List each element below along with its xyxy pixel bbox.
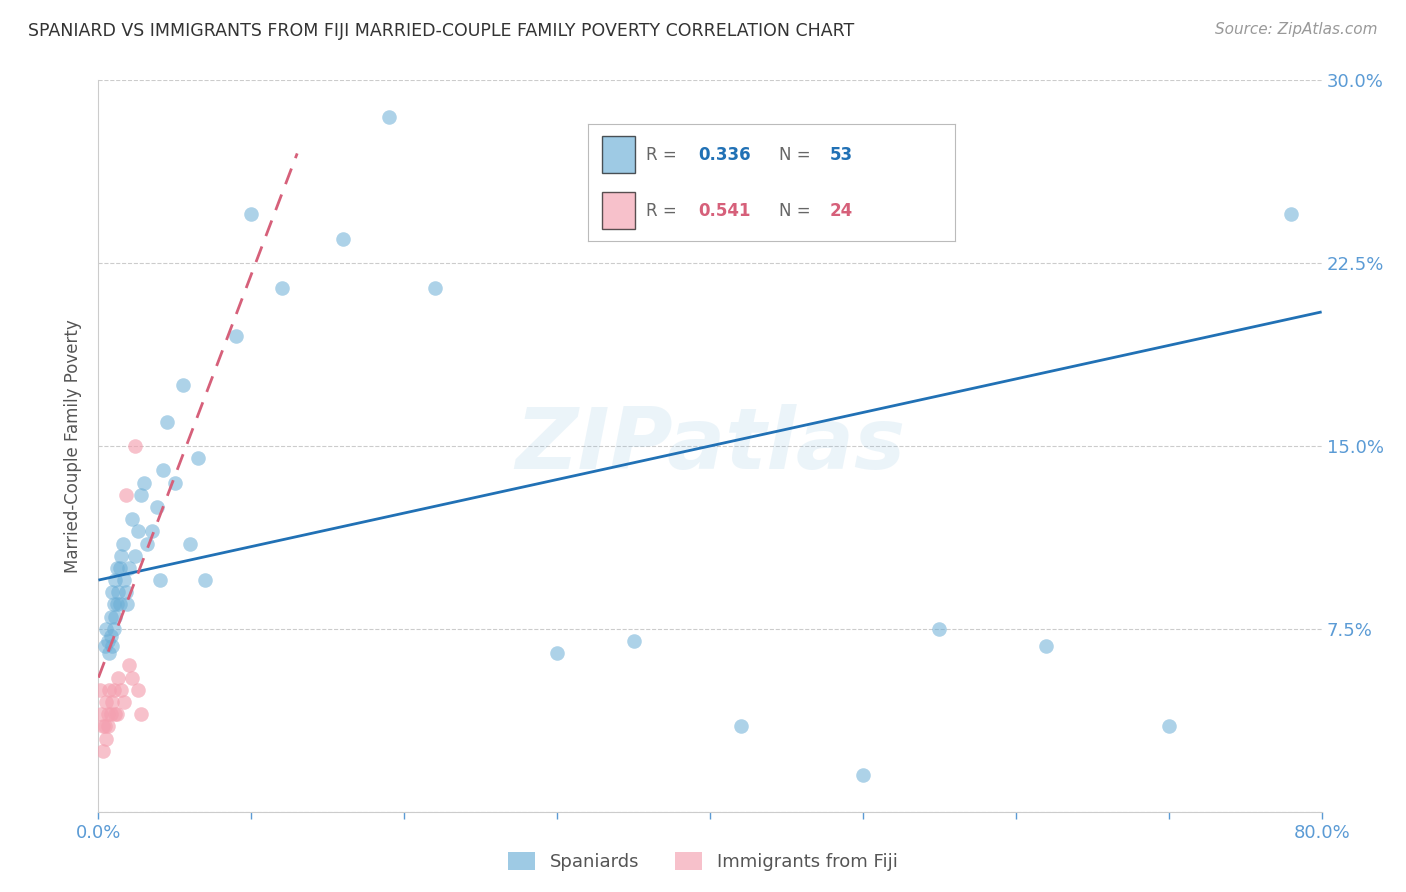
Point: [118, 658, 141, 673]
Point: [103, 682, 125, 697]
Point: [145, 500, 167, 514]
Point: [124, 549, 146, 563]
Point: [101, 639, 124, 653]
Point: [97, 707, 120, 722]
Text: 0.336: 0.336: [697, 145, 751, 163]
Text: 53: 53: [830, 145, 853, 163]
Point: [115, 585, 138, 599]
Point: [90, 707, 112, 722]
Text: Source: ZipAtlas.com: Source: ZipAtlas.com: [1215, 22, 1378, 37]
Point: [101, 695, 124, 709]
Point: [111, 536, 134, 550]
Point: [127, 524, 149, 539]
Point: [928, 622, 950, 636]
Point: [152, 463, 174, 477]
Point: [101, 585, 124, 599]
Point: [623, 634, 645, 648]
Point: [187, 451, 209, 466]
Point: [94, 731, 117, 746]
Text: SPANIARD VS IMMIGRANTS FROM FIJI MARRIED-COUPLE FAMILY POVERTY CORRELATION CHART: SPANIARD VS IMMIGRANTS FROM FIJI MARRIED…: [28, 22, 855, 40]
Point: [852, 768, 875, 782]
Text: N =: N =: [779, 145, 815, 163]
Text: N =: N =: [779, 202, 815, 219]
Point: [97, 719, 120, 733]
Point: [423, 280, 446, 294]
Point: [156, 415, 179, 429]
Point: [179, 536, 201, 550]
FancyBboxPatch shape: [602, 192, 636, 229]
Point: [225, 329, 247, 343]
Point: [97, 634, 120, 648]
Y-axis label: Married-Couple Family Poverty: Married-Couple Family Poverty: [65, 319, 83, 573]
Point: [136, 536, 159, 550]
Point: [172, 378, 194, 392]
Point: [134, 475, 156, 490]
Point: [121, 671, 143, 685]
Point: [110, 549, 132, 563]
Point: [129, 488, 152, 502]
Point: [115, 488, 138, 502]
Point: [98, 646, 121, 660]
Point: [103, 622, 125, 636]
Point: [117, 598, 139, 612]
Point: [104, 707, 127, 722]
Point: [103, 598, 125, 612]
Point: [163, 475, 186, 490]
Point: [141, 524, 163, 539]
Text: 24: 24: [830, 202, 853, 219]
Text: ZIPatlas: ZIPatlas: [515, 404, 905, 488]
Point: [124, 439, 146, 453]
Legend: Spaniards, Immigrants from Fiji: Spaniards, Immigrants from Fiji: [501, 845, 905, 879]
Point: [100, 707, 122, 722]
Point: [1157, 719, 1180, 733]
Point: [108, 598, 131, 612]
Text: 0.541: 0.541: [697, 202, 751, 219]
Point: [104, 573, 127, 587]
Point: [89, 682, 111, 697]
Text: R =: R =: [647, 202, 682, 219]
Point: [149, 573, 172, 587]
Point: [105, 598, 128, 612]
Point: [104, 609, 127, 624]
Point: [546, 646, 568, 660]
Point: [730, 719, 752, 733]
Point: [98, 682, 121, 697]
Point: [100, 609, 122, 624]
Point: [93, 719, 115, 733]
Point: [91, 744, 114, 758]
Point: [1035, 639, 1057, 653]
Point: [107, 585, 129, 599]
Point: [129, 707, 152, 722]
Point: [1279, 207, 1302, 221]
Point: [194, 573, 217, 587]
FancyBboxPatch shape: [602, 136, 636, 173]
Point: [378, 110, 401, 124]
Point: [121, 512, 143, 526]
Point: [105, 707, 128, 722]
Point: [91, 719, 114, 733]
Point: [270, 280, 292, 294]
Point: [127, 682, 149, 697]
Point: [108, 561, 131, 575]
Point: [240, 207, 263, 221]
Point: [118, 561, 141, 575]
Point: [93, 639, 115, 653]
Point: [110, 682, 132, 697]
Text: R =: R =: [647, 145, 682, 163]
Point: [107, 671, 129, 685]
Point: [100, 629, 122, 643]
Point: [105, 561, 128, 575]
Point: [332, 232, 354, 246]
Point: [112, 573, 135, 587]
Point: [112, 695, 135, 709]
Point: [94, 695, 117, 709]
Point: [94, 622, 117, 636]
